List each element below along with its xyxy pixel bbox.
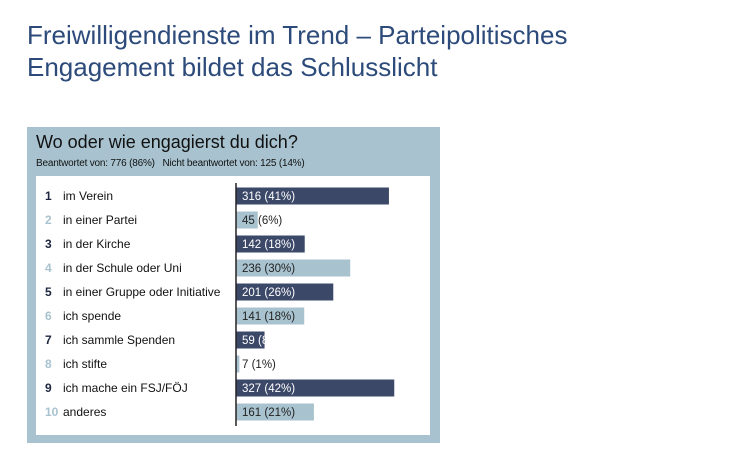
bar [236, 307, 305, 325]
value-label: 161 (21%) [242, 407, 295, 419]
bar [236, 211, 258, 229]
category-label: anderes [63, 405, 106, 419]
category-label: in einer Gruppe oder Initiative [63, 285, 221, 299]
category-label: ich sammle Spenden [63, 333, 175, 347]
category-label: in der Schule oder Uni [63, 261, 182, 275]
rank-number: 2 [45, 213, 52, 227]
value-label: 141 (18%) [242, 311, 295, 323]
rank-number: 6 [45, 309, 52, 323]
rank-number: 3 [45, 237, 52, 251]
value-label: 142 (18%) [242, 239, 295, 251]
rank-number: 7 [45, 333, 52, 347]
bar [236, 355, 240, 373]
category-label: ich spende [63, 309, 121, 323]
rank-number: 5 [45, 285, 52, 299]
bar [236, 259, 351, 277]
title-line-1: Freiwilligendienste im Trend – Parteipol… [27, 20, 568, 50]
category-label: im Verein [63, 189, 113, 203]
bar [236, 283, 334, 301]
slide-title: Freiwilligendienste im Trend – Parteipol… [27, 19, 567, 83]
category-label: in der Kirche [63, 237, 131, 251]
title-line-2: Engagement bildet das Schlusslicht [27, 52, 438, 82]
chart-area: 1 im Verein 316 (41%) 2 in einer Partei 45 (6… [36, 176, 430, 435]
rank-number: 10 [45, 405, 59, 419]
value-label: 327 (42%) [242, 383, 295, 395]
value-label: 201 (26%) [242, 287, 295, 299]
value-label: 316 (41%) [242, 191, 295, 203]
value-label: 45 (6%) [242, 215, 282, 227]
value-label: 7 (1%) [242, 359, 276, 371]
category-label: ich stifte [63, 357, 107, 371]
bar [236, 403, 314, 421]
category-label: in einer Partei [63, 213, 137, 227]
value-label: 59 (8%) [242, 335, 282, 347]
bar-chart: 1 im Verein 316 (41%) 2 in einer Partei 45 (6… [45, 183, 395, 426]
rank-number: 8 [45, 357, 52, 371]
bar [236, 235, 305, 253]
value-label: 236 (30%) [242, 263, 295, 275]
chart-title: Wo oder wie engagierst du dich? [36, 132, 298, 152]
bar [236, 331, 265, 349]
rank-number: 1 [45, 189, 52, 203]
rank-number: 9 [45, 381, 52, 395]
bar [236, 187, 389, 205]
poll-panel: Wo oder wie engagierst du dich? Beantwor… [27, 127, 440, 443]
chart-subtitle: Beantwortet von: 776 (86%) Nicht beantwo… [36, 158, 305, 169]
category-label: ich mache ein FSJ/FÖJ [63, 381, 188, 395]
rank-number: 4 [45, 261, 52, 275]
bar [236, 379, 395, 397]
